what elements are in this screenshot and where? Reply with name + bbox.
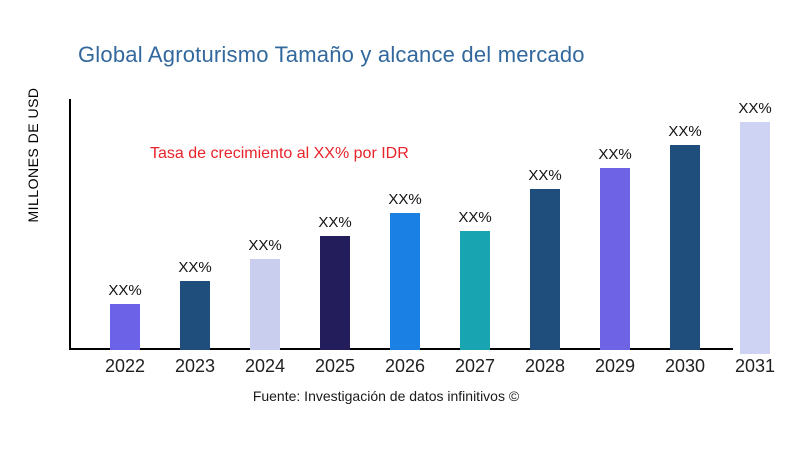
x-tick-label-2022: 2022	[104, 356, 146, 376]
y-axis-line	[69, 99, 71, 350]
bar-value-label-2028: XX%	[528, 167, 562, 184]
bar-2030	[670, 145, 700, 350]
bar-2025	[320, 236, 350, 350]
bar-2029	[600, 168, 630, 350]
bar-value-label-2026: XX%	[388, 191, 422, 208]
x-tick-label-2025: 2025	[314, 356, 356, 376]
bar-2024	[250, 259, 280, 350]
x-tick-label-2029: 2029	[594, 356, 636, 376]
chart-title: Global Agroturismo Tamaño y alcance del …	[78, 42, 585, 67]
x-tick-label-2031: 2031	[734, 356, 776, 376]
growth-rate-annotation: Tasa de crecimiento al XX% por IDR	[150, 145, 409, 162]
bar-value-label-2027: XX%	[458, 209, 492, 226]
bar-value-label-2024: XX%	[248, 237, 282, 254]
bar-2028	[530, 189, 560, 350]
x-tick-label-2023: 2023	[174, 356, 216, 376]
bar-2026	[390, 213, 420, 350]
bar-value-label-2022: XX%	[108, 282, 142, 299]
source-caption: Fuente: Investigación de datos infinitiv…	[252, 388, 520, 404]
bar-2022	[110, 304, 140, 350]
x-tick-label-2026: 2026	[384, 356, 426, 376]
bar-value-label-2029: XX%	[598, 146, 632, 163]
bar-2023	[180, 281, 210, 350]
x-tick-label-2027: 2027	[454, 356, 496, 376]
bar-value-label-2025: XX%	[318, 214, 352, 231]
bar-value-label-2023: XX%	[178, 259, 212, 276]
x-tick-label-2028: 2028	[524, 356, 566, 376]
x-tick-label-2024: 2024	[244, 356, 286, 376]
x-tick-label-2030: 2030	[664, 356, 706, 376]
bar-2027	[460, 231, 490, 350]
y-axis-label: MILLONES DE USD	[25, 87, 41, 223]
bar-value-label-2031: XX%	[738, 100, 772, 117]
bar-2031	[740, 122, 770, 354]
bar-value-label-2030: XX%	[668, 123, 702, 140]
